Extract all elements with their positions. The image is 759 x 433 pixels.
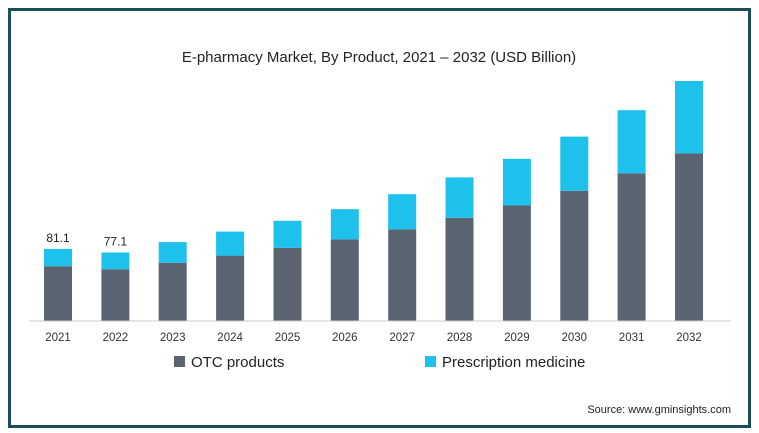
- chart-frame: E-pharmacy Market, By Product, 2021 – 20…: [8, 8, 751, 428]
- legend-label-otc: OTC products: [191, 354, 284, 371]
- source-note: Source: www.gminsights.com: [587, 404, 731, 416]
- bar-prescription-2025: [273, 220, 302, 248]
- bar-prescription-2022: [101, 252, 130, 270]
- bar-otc-2025: [273, 247, 302, 321]
- legend-label-prescription: Prescription medicine: [442, 354, 585, 371]
- bar-prescription-2032: [675, 81, 703, 154]
- data-label-2021: 81.1: [46, 231, 70, 245]
- x-tick-2024: 2024: [217, 332, 243, 344]
- bar-prescription-2030: [560, 136, 589, 191]
- x-tick-2021: 2021: [45, 332, 71, 344]
- x-tick-2026: 2026: [332, 332, 358, 344]
- bar-otc-2022: [101, 269, 130, 321]
- x-tick-2031: 2031: [619, 332, 645, 344]
- bar-otc-2029: [502, 205, 531, 321]
- bar-otc-2021: [44, 266, 72, 321]
- x-tick-2032: 2032: [676, 332, 702, 344]
- bar-prescription-2024: [216, 231, 245, 256]
- legend: OTC products Prescription medicine: [174, 354, 585, 371]
- bar-otc-2027: [388, 229, 417, 321]
- legend-swatch-prescription: [425, 356, 436, 367]
- bar-otc-2031: [617, 173, 646, 321]
- x-tick-2025: 2025: [275, 332, 301, 344]
- x-tick-2028: 2028: [447, 332, 473, 344]
- chart-title: E-pharmacy Market, By Product, 2021 – 20…: [182, 49, 576, 66]
- data-labels: 81.1 77.1: [46, 231, 127, 249]
- bars-group: [44, 81, 703, 321]
- bar-otc-2030: [560, 190, 589, 321]
- x-tick-2027: 2027: [389, 332, 415, 344]
- x-tick-2023: 2023: [160, 332, 186, 344]
- bar-prescription-2026: [330, 209, 359, 240]
- bar-prescription-2027: [388, 194, 417, 230]
- bar-otc-2032: [675, 153, 703, 321]
- x-tick-2030: 2030: [562, 332, 588, 344]
- x-tick-2022: 2022: [103, 332, 129, 344]
- legend-swatch-otc: [174, 356, 185, 367]
- chart-svg: E-pharmacy Market, By Product, 2021 – 20…: [29, 49, 731, 416]
- bar-prescription-2023: [158, 242, 187, 263]
- bar-prescription-2028: [445, 177, 474, 218]
- bar-otc-2023: [158, 262, 187, 321]
- x-tick-2029: 2029: [504, 332, 530, 344]
- x-tick-labels: 2021 2022 2023 2024 2025 2026 2027 2028 2029 2030…: [45, 332, 702, 344]
- data-label-2022: 77.1: [104, 235, 128, 249]
- bar-otc-2024: [216, 255, 245, 321]
- bar-otc-2026: [330, 239, 359, 321]
- bar-prescription-2021: [44, 248, 72, 267]
- bar-otc-2028: [445, 217, 474, 321]
- bar-prescription-2029: [502, 158, 531, 206]
- bar-prescription-2031: [617, 110, 646, 174]
